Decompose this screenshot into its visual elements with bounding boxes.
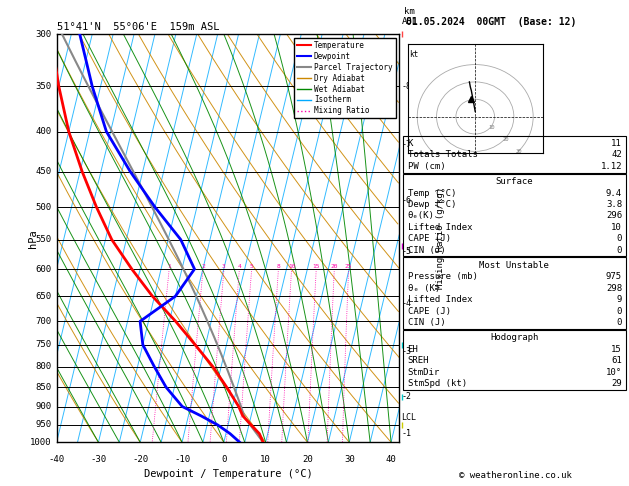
Text: 15: 15	[611, 345, 622, 354]
Text: Hodograph: Hodograph	[490, 333, 538, 343]
Text: Surface: Surface	[496, 177, 533, 186]
Text: CIN (J): CIN (J)	[408, 246, 445, 255]
Text: θₑ (K): θₑ (K)	[408, 284, 440, 293]
Text: -1: -1	[401, 429, 411, 438]
Text: 650: 650	[35, 292, 52, 301]
Legend: Temperature, Dewpoint, Parcel Trajectory, Dry Adiabat, Wet Adiabat, Isotherm, Mi: Temperature, Dewpoint, Parcel Trajectory…	[294, 38, 396, 119]
Text: 20: 20	[302, 454, 313, 464]
Text: EH: EH	[408, 345, 418, 354]
Text: 800: 800	[35, 362, 52, 371]
Text: 10°: 10°	[606, 368, 622, 377]
Text: Temp (°C): Temp (°C)	[408, 189, 456, 198]
Text: CIN (J): CIN (J)	[408, 318, 445, 327]
Text: SREH: SREH	[408, 356, 429, 365]
Text: 10: 10	[260, 454, 271, 464]
Text: -10: -10	[174, 454, 190, 464]
Text: 700: 700	[35, 317, 52, 326]
Text: 15: 15	[313, 264, 320, 269]
Text: 10: 10	[489, 125, 495, 130]
Text: PW (cm): PW (cm)	[408, 162, 445, 171]
Text: 40: 40	[386, 454, 396, 464]
Text: -40: -40	[48, 454, 65, 464]
Text: 850: 850	[35, 382, 52, 392]
Text: 20: 20	[331, 264, 338, 269]
Text: 750: 750	[35, 340, 52, 349]
Text: -30: -30	[91, 454, 106, 464]
Text: 30: 30	[516, 149, 522, 154]
Text: Dewpoint / Temperature (°C): Dewpoint / Temperature (°C)	[143, 469, 313, 479]
Text: 298: 298	[606, 284, 622, 293]
Text: 3: 3	[222, 264, 226, 269]
Text: 1: 1	[167, 264, 171, 269]
Text: -4: -4	[401, 299, 411, 309]
Text: 0: 0	[616, 318, 622, 327]
Text: 9: 9	[616, 295, 622, 304]
Text: 25: 25	[345, 264, 352, 269]
Text: 500: 500	[35, 203, 52, 212]
Text: -5: -5	[401, 247, 411, 256]
Text: 975: 975	[606, 273, 622, 281]
Text: Lifted Index: Lifted Index	[408, 295, 472, 304]
Text: 600: 600	[35, 264, 52, 274]
Text: 61: 61	[611, 356, 622, 365]
Text: Lifted Index: Lifted Index	[408, 223, 472, 232]
Text: 0: 0	[221, 454, 226, 464]
Text: -2: -2	[401, 393, 411, 401]
Text: 296: 296	[606, 211, 622, 221]
Text: 4: 4	[238, 264, 242, 269]
Text: LCL: LCL	[401, 413, 416, 422]
Text: Most Unstable: Most Unstable	[479, 261, 549, 270]
Text: 0: 0	[616, 246, 622, 255]
Text: StmDir: StmDir	[408, 368, 440, 377]
Text: CAPE (J): CAPE (J)	[408, 307, 450, 316]
Text: 1.12: 1.12	[601, 162, 622, 171]
Text: -6: -6	[401, 196, 411, 205]
Text: 2: 2	[201, 264, 205, 269]
Text: 3.8: 3.8	[606, 200, 622, 209]
Text: km
ASL: km ASL	[402, 7, 418, 26]
Text: -8: -8	[401, 82, 411, 91]
Text: 10: 10	[288, 264, 296, 269]
Text: θₑ(K): θₑ(K)	[408, 211, 435, 221]
Text: CAPE (J): CAPE (J)	[408, 234, 450, 243]
Text: 300: 300	[35, 30, 52, 38]
Text: 9.4: 9.4	[606, 189, 622, 198]
Text: 51°41'N  55°06'E  159m ASL: 51°41'N 55°06'E 159m ASL	[57, 22, 219, 32]
Text: 30: 30	[344, 454, 355, 464]
Text: 10: 10	[611, 223, 622, 232]
Text: 950: 950	[35, 420, 52, 429]
Text: 0: 0	[616, 234, 622, 243]
Text: 1000: 1000	[30, 438, 52, 447]
Text: hPa: hPa	[28, 229, 38, 247]
Text: 20: 20	[503, 137, 509, 142]
Text: 450: 450	[35, 167, 52, 176]
Text: 11: 11	[611, 139, 622, 148]
Text: kt: kt	[409, 50, 419, 59]
Text: StmSpd (kt): StmSpd (kt)	[408, 379, 467, 388]
Text: © weatheronline.co.uk: © weatheronline.co.uk	[459, 471, 572, 480]
Text: 8: 8	[277, 264, 281, 269]
Text: 400: 400	[35, 127, 52, 136]
Text: 42: 42	[611, 151, 622, 159]
Text: Dewp (°C): Dewp (°C)	[408, 200, 456, 209]
Text: K: K	[408, 139, 413, 148]
Text: 29: 29	[611, 379, 622, 388]
Text: -3: -3	[401, 347, 411, 356]
Text: Totals Totals: Totals Totals	[408, 151, 477, 159]
Text: 350: 350	[35, 82, 52, 91]
Text: Mixing Ratio (g/kg): Mixing Ratio (g/kg)	[436, 187, 445, 289]
Text: 0: 0	[616, 307, 622, 316]
Text: -7: -7	[401, 139, 411, 149]
Text: Pressure (mb): Pressure (mb)	[408, 273, 477, 281]
Text: 01.05.2024  00GMT  (Base: 12): 01.05.2024 00GMT (Base: 12)	[406, 17, 576, 27]
Text: 550: 550	[35, 235, 52, 244]
Text: 5: 5	[250, 264, 253, 269]
Text: 900: 900	[35, 402, 52, 411]
Text: -20: -20	[132, 454, 148, 464]
